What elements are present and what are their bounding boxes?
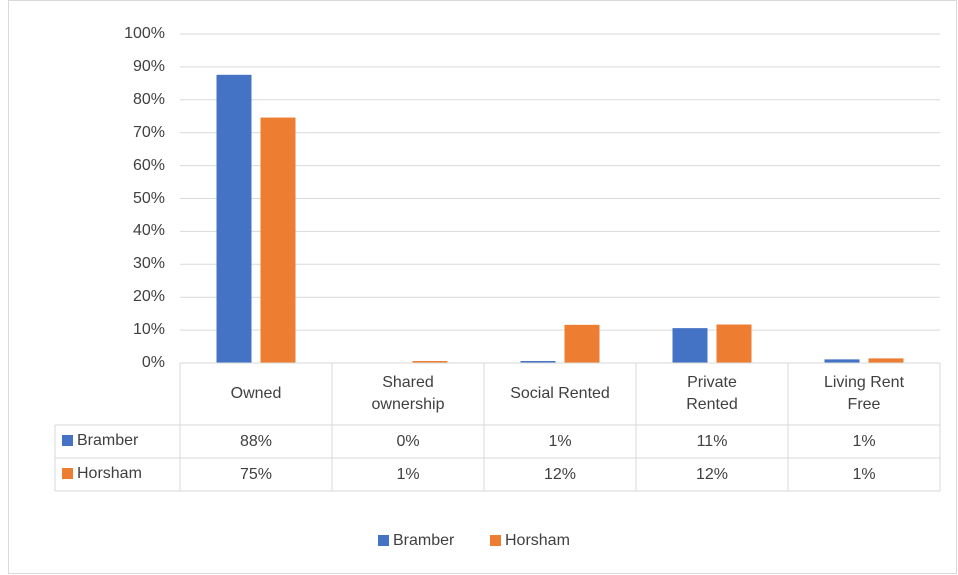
table-value: 1%: [852, 465, 876, 483]
y-tick-label: 40%: [132, 222, 165, 240]
y-tick-label: 90%: [132, 57, 165, 75]
y-tick-label: 30%: [132, 255, 165, 273]
y-tick-label: 20%: [132, 288, 165, 306]
x-tick-label: Living Rent Free: [823, 374, 905, 413]
bar: [260, 117, 296, 363]
table-series-name: Bramber: [62, 430, 138, 452]
y-tick-label: 60%: [132, 156, 165, 174]
y-tick-label: 10%: [132, 321, 165, 339]
legend-label: Bramber: [393, 532, 455, 549]
bar: [520, 361, 556, 363]
table-value: 12%: [543, 465, 577, 483]
y-tick-label: 100%: [124, 25, 165, 42]
y-tick-label: 0%: [141, 354, 165, 371]
legend-item: Bramber: [378, 530, 454, 552]
y-tick-label: 50%: [132, 189, 165, 207]
x-tick-label: Private Rented: [686, 374, 738, 413]
bar: [716, 324, 752, 363]
table-value: 1%: [852, 432, 876, 450]
y-tick-label: 70%: [132, 123, 165, 141]
bar: [672, 328, 708, 363]
chart-border: [8, 0, 957, 574]
x-tick-label: Shared ownership: [371, 374, 445, 413]
table-value: 1%: [396, 465, 420, 483]
table-swatch: [62, 468, 73, 479]
table-value: 88%: [239, 432, 273, 450]
x-tick-label: Owned: [230, 385, 282, 402]
legend-swatch: [490, 535, 501, 546]
table-value: 0%: [396, 432, 420, 450]
table-series-label: Horsham: [77, 465, 142, 482]
legend-item: Horsham: [490, 530, 570, 552]
table-value: 75%: [239, 465, 273, 483]
x-tick-label: Social Rented: [510, 385, 610, 402]
bar: [564, 324, 600, 363]
table-series-name: Horsham: [62, 463, 142, 485]
legend-swatch: [378, 535, 389, 546]
bar: [824, 359, 860, 363]
legend-label: Horsham: [505, 532, 570, 549]
table-swatch: [62, 435, 73, 446]
table-value: 12%: [695, 465, 729, 483]
table-value: 1%: [548, 432, 572, 450]
bar: [216, 74, 252, 364]
bar: [868, 358, 904, 363]
y-tick-label: 80%: [132, 90, 165, 108]
table-series-label: Bramber: [77, 432, 139, 449]
bar: [412, 361, 448, 363]
table-value: 11%: [696, 432, 728, 450]
